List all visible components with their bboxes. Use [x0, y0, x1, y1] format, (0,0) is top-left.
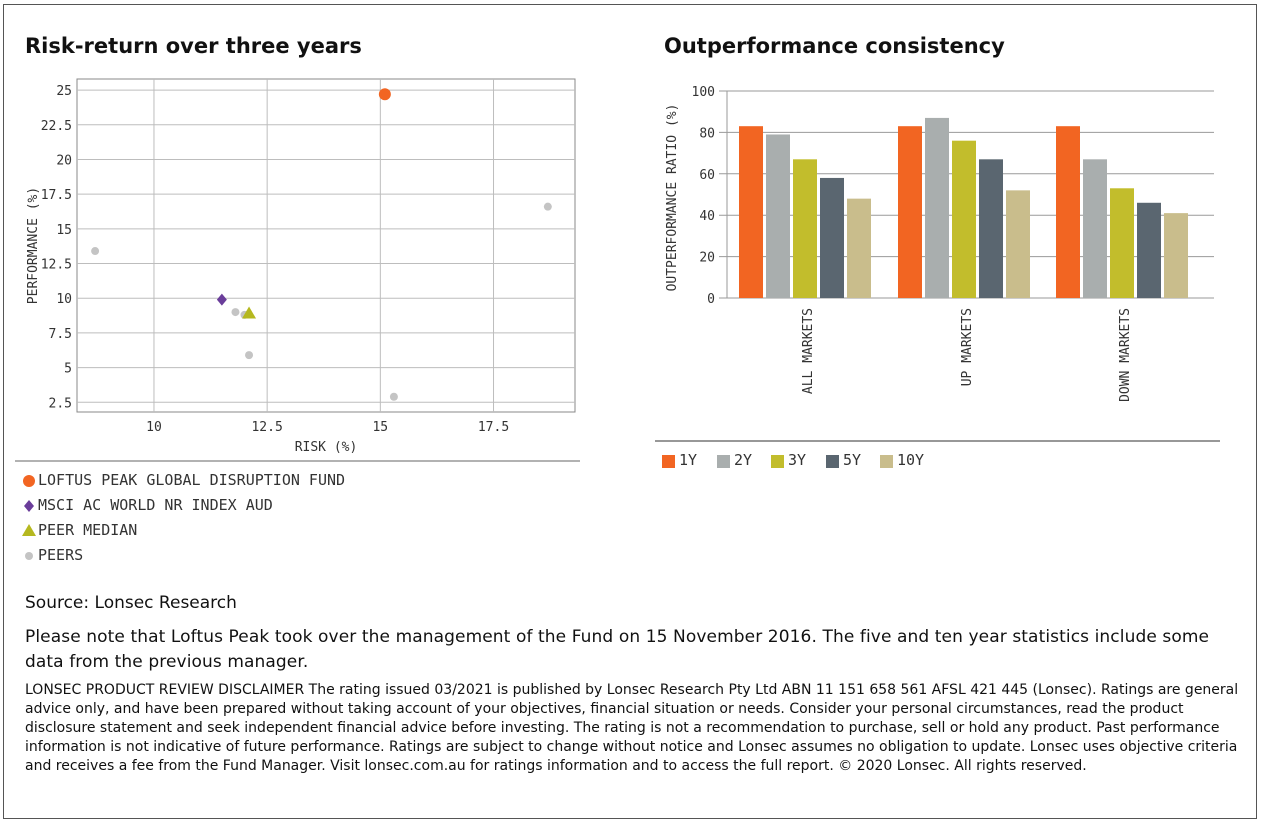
bar-10Y: [1164, 213, 1188, 298]
scatter-y-tick-label: 25: [56, 84, 72, 99]
bar-legend-swatch: [717, 455, 730, 468]
scatter-y-axis-label: PERFORMANCE (%): [26, 187, 41, 304]
scatter-y-tick-label: 12.5: [41, 258, 72, 273]
bar-legend-label: 5Y: [843, 451, 862, 469]
bar-legend-label: 3Y: [788, 451, 807, 469]
bar-y-tick-label: 100: [692, 85, 715, 100]
scatter-y-tick-label: 5: [64, 362, 72, 377]
scatter-point-fund: [378, 88, 391, 101]
scatter-x-axis-label: RISK (%): [295, 440, 358, 455]
scatter-y-tick-label: 10: [56, 292, 72, 307]
bar-legend-label: 2Y: [734, 451, 753, 469]
bar-y-tick-label: 20: [699, 251, 715, 266]
bar-legend-swatch: [771, 455, 784, 468]
bar-2Y: [766, 134, 790, 298]
disclaimer-text: LONSEC PRODUCT REVIEW DISCLAIMER The rat…: [25, 682, 1239, 774]
bar-5Y: [820, 177, 844, 298]
bar-1Y: [739, 126, 763, 298]
scatter-x-tick-label: 15: [372, 420, 388, 435]
scatter-legend-label: LOFTUS PEAK GLOBAL DISRUPTION FUND: [38, 471, 346, 489]
bar-category-label: UP MARKETS: [960, 308, 975, 386]
scatter-y-tick-label: 2.5: [49, 396, 72, 411]
bar-legend-swatch: [880, 455, 893, 468]
bar-legend-label: 1Y: [679, 451, 698, 469]
bar-5Y: [979, 159, 1003, 298]
bar-legend-swatch: [826, 455, 839, 468]
scatter-legend-label: MSCI AC WORLD NR INDEX AUD: [38, 496, 273, 514]
scatter-point-peers: [389, 392, 398, 401]
bar-legend-label: 10Y: [897, 451, 925, 469]
bar-5Y: [1137, 202, 1161, 298]
bar-3Y: [952, 140, 976, 298]
bar-10Y: [1006, 190, 1030, 298]
scatter-point-median: [242, 306, 257, 319]
management-note: Please note that Loftus Peak took over t…: [25, 627, 1210, 672]
scatter-point-index: [216, 293, 227, 306]
bar-1Y: [1056, 126, 1080, 298]
bar-y-tick-label: 80: [699, 126, 715, 141]
bar-y-tick-label: 0: [707, 292, 715, 307]
scatter-legend-label: PEER MEDIAN: [38, 521, 138, 539]
bar-3Y: [793, 159, 817, 298]
risk-return-chart-title: Risk-return over three years: [25, 34, 362, 58]
bar-y-tick-label: 60: [699, 168, 715, 183]
bar-category-label: ALL MARKETS: [801, 308, 816, 394]
scatter-y-tick-label: 20: [56, 153, 72, 168]
scatter-point-peers: [231, 308, 240, 317]
bar-y-axis-label: OUTPERFORMANCE RATIO (%): [665, 104, 680, 292]
scatter-y-tick-label: 7.5: [49, 327, 72, 342]
scatter-y-tick-label: 15: [56, 223, 72, 238]
scatter-legend-marker: [22, 524, 36, 536]
bar-1Y: [898, 126, 922, 298]
scatter-y-tick-label: 17.5: [41, 188, 72, 203]
scatter-point-peers: [245, 351, 254, 360]
scatter-legend-label: PEERS: [38, 546, 84, 564]
scatter-y-tick-label: 22.5: [41, 119, 72, 134]
scatter-x-tick-label: 10: [146, 420, 162, 435]
scatter-legend-marker: [24, 500, 34, 512]
source-note: Source: Lonsec Research: [25, 593, 237, 613]
scatter-x-tick-label: 17.5: [478, 420, 509, 435]
scatter-point-peers: [543, 202, 552, 211]
bar-10Y: [847, 198, 871, 298]
scatter-point-peers: [91, 247, 100, 256]
figure-frame: [3, 4, 1257, 819]
scatter-legend-marker: [25, 552, 33, 560]
outperformance-chart-title: Outperformance consistency: [664, 34, 1005, 58]
bar-category-label: DOWN MARKETS: [1118, 308, 1133, 402]
scatter-legend-marker: [23, 475, 35, 487]
bar-legend-swatch: [662, 455, 675, 468]
bar-2Y: [925, 117, 949, 298]
scatter-x-tick-label: 12.5: [251, 420, 282, 435]
bar-y-tick-label: 40: [699, 209, 715, 224]
bar-3Y: [1110, 188, 1134, 298]
scatter-plot-area: [76, 78, 576, 413]
bar-2Y: [1083, 159, 1107, 298]
